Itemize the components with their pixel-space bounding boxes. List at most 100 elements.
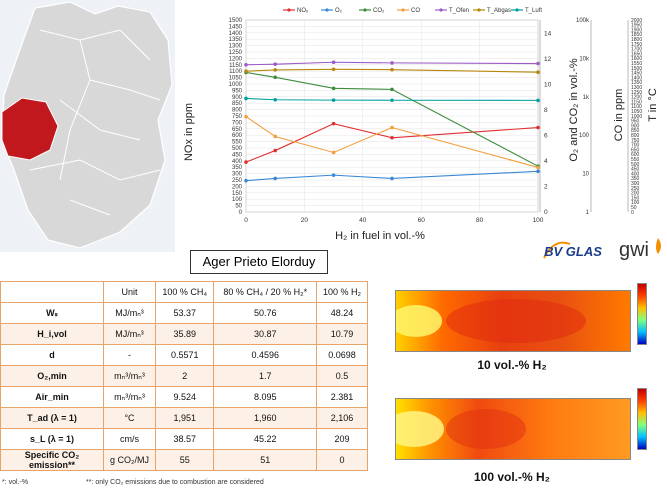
data-point [390,135,394,140]
bvglas-logo: BV GLAS [543,241,602,259]
data-point [390,98,394,103]
table-cell-a: 35.89 [155,323,215,345]
y-tick-left: 600 [232,133,243,139]
footnote-2: **: only CO₂ emissions due to combustion… [86,479,264,486]
y-tick-temperature: 1550 [631,61,642,67]
y-tick-temperature: 300 [631,181,640,187]
legend-entry: CO₂ [373,8,385,14]
data-point [331,150,336,155]
table-cell-a: 55 [155,449,215,471]
legend-marker [477,8,481,12]
legend-entry: CO [411,8,420,14]
y-tick-left: 450 [232,152,243,158]
y-tick-left: 1450 [229,24,243,30]
table-cell-unit: MJ/mₙ³ [102,302,157,324]
y-tick-left: 300 [232,172,243,178]
y-tick-o2: 8 [544,107,548,114]
table-cell-unit: mₙ³/mₙ³ [102,365,157,387]
table-cell-a: 1,951 [155,407,215,429]
legend-marker [325,8,329,12]
table-header-0 [0,281,104,303]
y-tick-temperature: 250 [631,186,640,192]
y-tick-left: 0 [239,210,243,216]
y-tick-co: 1k [583,95,590,101]
germany-map [0,0,175,252]
cfd-title-10: 10 vol.-% H₂ [477,358,547,372]
author-name: Ager Prieto Elorduy [190,250,328,274]
cfd-overlay-100 [384,409,526,449]
y-tick-temperature: 1500 [631,66,642,72]
emissions-line-chart: NOₓ O₂ CO₂ CO T_Ofen T_Abgas T_Luft 0501001502… [183,8,659,242]
y-tick-temperature: 450 [631,167,640,173]
colorbar-10 [637,283,647,345]
y-tick-o2: 0 [544,209,548,216]
table-cell-b: 0.4596 [213,344,318,366]
series-line-3 [245,116,539,168]
y-tick-left: 950 [232,88,243,94]
data-point [244,178,248,183]
data-point [536,98,540,103]
y-tick-co: 100 [579,133,590,139]
y-tick-temperature: 350 [631,176,640,182]
data-point [331,173,336,177]
chart-legend: NOₓ O₂ CO₂ CO T_Ofen T_Abgas T_Luft [283,8,542,14]
y-tick-temperature: 50 [631,205,637,211]
y-tick-left: 250 [232,178,243,184]
data-point [244,69,248,73]
table-cell-label: Wₛ [0,302,104,324]
y-tick-temperature: 700 [631,143,640,149]
cfd-overlay-10 [390,299,586,343]
data-point [536,165,540,170]
table-cell-b: 1,960 [213,407,318,429]
y-tick-co: 10 [582,172,589,178]
data-point [536,125,540,130]
data-point [390,67,394,72]
y-tick-co: 1 [586,210,590,216]
y-tick-temperature: 1850 [631,32,642,38]
y-tick-temperature: 1900 [631,27,642,33]
legend-marker [401,8,405,12]
legend-entry: T_Luft [525,8,542,14]
y-tick-temperature: 1800 [631,37,642,43]
table-row: T_ad (λ = 1) °C 1,951 1,960 2,106 [0,407,368,429]
table-cell-c: 209 [316,428,368,450]
y-tick-temperature: 650 [631,147,640,153]
data-point [273,97,277,102]
y-tick-o2: 10 [544,81,552,88]
y-tick-left: 650 [232,127,243,133]
y-tick-left: 350 [232,165,243,171]
y-tick-left: 750 [232,114,243,120]
y-tick-left: 1150 [229,63,243,69]
y-tick-left: 1500 [229,18,243,24]
table-row: O₂,min mₙ³/mₙ³ 2 1.7 0.5 [0,365,368,387]
data-point [273,62,277,66]
data-point [331,86,336,91]
y-tick-temperature: 1150 [631,99,642,105]
chart-series [244,60,540,183]
y-tick-left: 900 [232,95,243,101]
table-header-2: 100 % CH₄ [155,281,215,303]
table-cell-b: 30.87 [213,323,318,345]
table-cell-unit: MJ/mₙ³ [102,323,157,345]
y-tick-o2: 2 [544,183,548,190]
table-cell-unit: mₙ³/mₙ³ [102,386,157,408]
data-point [273,148,277,153]
y-tick-temperature: 2000 [631,18,642,24]
y-tick-left: 1000 [229,82,243,88]
data-point [273,68,277,72]
fuel-properties-table: Unit 100 % CH₄ 80 % CH₄ / 20 % H₂* 100 % H₂… [0,281,368,471]
y-ticks-o2: 0 2 4 6 8 10 12 14 [539,20,552,216]
y-tick-temperature: 1700 [631,47,642,53]
y-tick-temperature: 850 [631,128,640,134]
y-tick-temperature: 800 [631,133,640,139]
table-cell-label: T_ad (λ = 1) [0,407,104,429]
colorbar-100 [637,388,647,450]
y-tick-temperature: 1050 [631,109,642,115]
y-tick-co: 10k [579,56,590,62]
footnote-1: *: vol.-% [2,479,29,486]
data-point [536,169,540,174]
y-tick-temperature: 750 [631,138,640,144]
data-point [244,63,248,67]
data-point [390,61,394,65]
y-tick-left: 1250 [229,50,243,56]
